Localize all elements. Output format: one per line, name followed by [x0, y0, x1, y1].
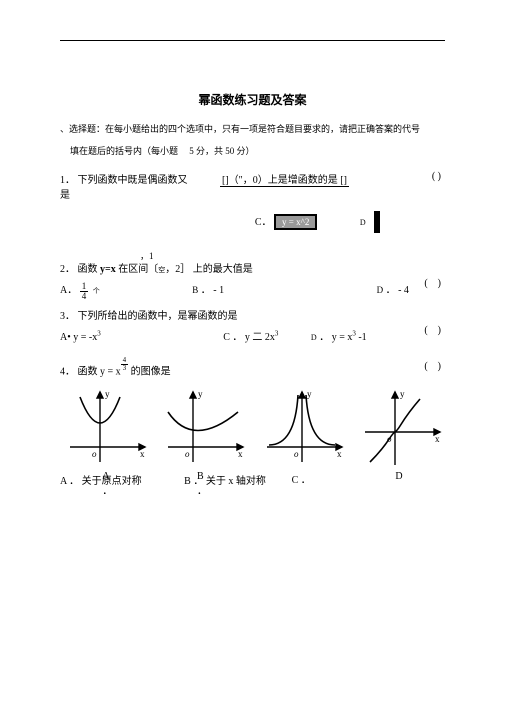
- q1-d-label: D: [360, 218, 366, 227]
- q2-text-a: 函数: [78, 264, 98, 275]
- scoring-points: 5 分，共 50 分）: [189, 146, 254, 156]
- axis-o: o: [92, 449, 97, 459]
- q2-text-c: 上的最大值是: [193, 264, 253, 275]
- q3-paren: ( ): [424, 321, 441, 336]
- graph-a: x y o: [60, 387, 150, 467]
- q3-text: 下列所给出的函数中，是幂函数的是: [78, 311, 238, 322]
- label-a-dot: ．: [102, 486, 112, 497]
- page-title: 幂函数练习题及答案: [60, 91, 445, 108]
- question-4: 4． 函数 y = x43 的图像是 ( ): [60, 357, 445, 377]
- q3-dot: ．: [65, 311, 75, 322]
- scoring-prefix: 填在题后的括号内（每小题: [70, 146, 178, 156]
- question-5-options: A ． 关于原点对称 B ． 关于 x 轴对称: [60, 472, 266, 487]
- axis-o: o: [185, 449, 190, 459]
- q4-exp: 43: [121, 357, 129, 372]
- question-1: 1． 下列函数中既是偶函数又 是 []（"，0）上是增函数的是 [] ( ): [60, 171, 445, 201]
- label-c: C: [292, 475, 299, 486]
- axis-y: y: [105, 389, 110, 399]
- q3-a-bullet: •: [67, 332, 71, 343]
- q3-d-tail: -1: [356, 332, 367, 343]
- axis-y: y: [307, 389, 312, 399]
- q2-d-dot: ．: [386, 285, 396, 296]
- q3-c-label: C: [223, 332, 230, 343]
- q5-a-text: 关于原点对称: [82, 476, 142, 487]
- q5-a-label: A: [60, 476, 67, 487]
- axis-x: x: [337, 449, 342, 459]
- q2-yx: y=x: [100, 264, 116, 275]
- q2-b-dot: ．: [201, 285, 211, 296]
- q2-d-label: D: [377, 285, 384, 295]
- q4-paren: ( ): [424, 357, 441, 372]
- graph-d: x y o: [355, 387, 445, 467]
- q3-a-val: y = -x: [73, 332, 97, 343]
- q2-range-a-top: 1: [149, 251, 154, 261]
- q4-text-a: 函数: [78, 366, 98, 377]
- q3-c-val: y 二 2x: [245, 332, 275, 343]
- q2-b-val: - 1: [213, 285, 224, 296]
- q1-text-a: 下列函数中既是偶函数又: [78, 175, 188, 186]
- axis-x: x: [238, 449, 243, 459]
- graph-row: x y o x y o x y o: [60, 387, 445, 467]
- question-3: 3． 下列所给出的函数中，是幂函数的是 ( ): [60, 307, 445, 322]
- q2-text-b: 在区间〔: [118, 264, 158, 275]
- section-instruction: 、选择题：在每小题给出的四个选项中，只有一项是符合题目要求的，请把正确答案的代号: [60, 122, 445, 136]
- axis-x: x: [435, 434, 440, 444]
- q3-c-dot: ．: [232, 332, 242, 343]
- graph-b: x y o: [158, 387, 248, 467]
- q2-d-val: - 4: [398, 285, 409, 296]
- q2-dot: ．: [65, 264, 75, 275]
- scoring-line: 填在题后的括号内（每小题 5 分，共 50 分）: [70, 144, 445, 157]
- axis-y: y: [198, 389, 203, 399]
- label-c-dot: ．: [301, 475, 311, 486]
- q4-yx: y = x: [100, 366, 121, 377]
- axis-o: o: [294, 449, 299, 459]
- q3-d-label: D: [311, 333, 317, 342]
- q2-a-frac: 1 4: [80, 282, 89, 301]
- q1-paren: ( ): [432, 171, 441, 182]
- q1-bracket: []（"，0）上是增函数的是 []: [220, 171, 349, 187]
- q1-d-bar: [374, 211, 380, 233]
- q3-d-dot: ．: [319, 332, 329, 343]
- q3-d-val: y = x: [332, 332, 353, 343]
- q5-a-dot: ．: [69, 476, 79, 487]
- q1-text-b: 是: [60, 190, 70, 201]
- axis-y: y: [400, 389, 405, 399]
- q3-a-sup: 3: [97, 329, 101, 337]
- q5-b-dot: ．: [193, 476, 203, 487]
- q4-text-b: 的图像是: [131, 366, 171, 377]
- question-2: ，1 2． 函数 y=x 在区间〔空，2］ 上的最大值是 ( ): [60, 247, 445, 275]
- q5-b-text: 关于 x 轴对称: [206, 476, 266, 487]
- graph-c: x y o: [257, 387, 347, 467]
- q2-b-label: B: [192, 285, 198, 295]
- q2-a-den: 4: [80, 292, 89, 301]
- q1-dot: ．: [65, 175, 75, 186]
- q3-c-sup: 3: [275, 329, 279, 337]
- axis-x: x: [140, 449, 145, 459]
- q2-a-label: A．: [60, 285, 77, 296]
- q5-b-label: B: [184, 476, 191, 487]
- q2-options: A． 1 4 个 B ． - 1 D ． - 4: [60, 281, 445, 300]
- q3-options: A• y = -x3 C ． y 二 2x3 D ． y = x3 -1: [60, 328, 445, 343]
- q4-exp-d: 3: [121, 365, 129, 372]
- label-b-dot: ．: [197, 486, 207, 497]
- q2-range-b: ，2］: [165, 264, 190, 275]
- q2-paren: ( ): [424, 274, 441, 289]
- label-d: D: [395, 471, 402, 482]
- q1-options: C． y = x^2 D: [60, 211, 445, 233]
- q4-dot: ．: [65, 366, 75, 377]
- q1-c-box: y = x^2: [274, 214, 317, 230]
- top-rule: [60, 40, 445, 41]
- q1-c-label: C．: [255, 217, 272, 228]
- axis-o: o: [387, 434, 392, 444]
